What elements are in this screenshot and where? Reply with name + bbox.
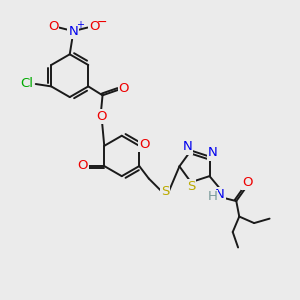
Text: S: S	[187, 180, 195, 194]
Text: H: H	[207, 190, 217, 203]
Text: N: N	[68, 25, 78, 38]
Text: O: O	[78, 159, 88, 172]
Text: N: N	[182, 140, 192, 154]
Text: S: S	[161, 184, 169, 197]
Text: N: N	[215, 188, 225, 201]
Text: O: O	[242, 176, 253, 189]
Text: O: O	[48, 20, 58, 33]
Text: O: O	[96, 110, 106, 123]
Text: O: O	[140, 138, 150, 151]
Text: Cl: Cl	[20, 77, 33, 90]
Text: −: −	[96, 16, 107, 29]
Text: +: +	[76, 20, 84, 30]
Text: N: N	[208, 146, 218, 160]
Text: O: O	[119, 82, 129, 95]
Text: O: O	[89, 20, 99, 33]
